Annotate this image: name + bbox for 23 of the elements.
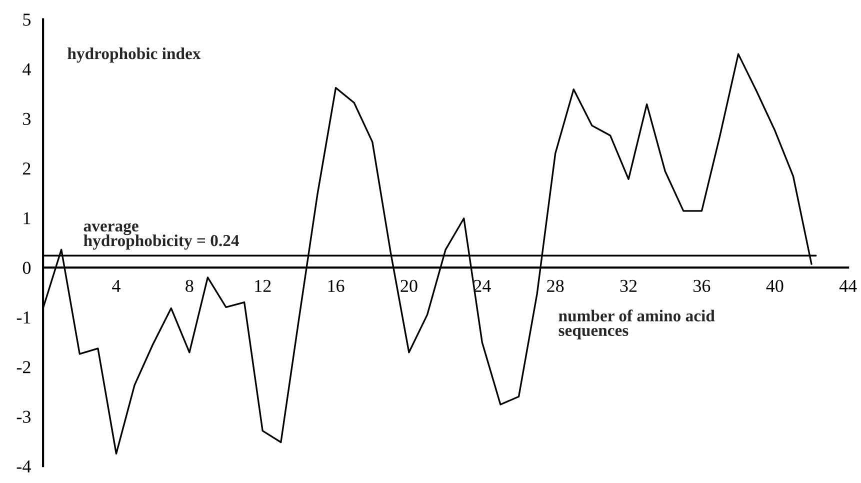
x-tick-label: 4 — [112, 280, 120, 292]
y-tick-label: 3 — [23, 112, 31, 126]
y-tick-label: 1 — [24, 212, 30, 224]
x-axis-title: number of amino acid sequences — [558, 310, 715, 340]
y-tick-label: -4 — [16, 460, 31, 472]
x-tick-label: 8 — [186, 280, 194, 292]
y-tick-label: -2 — [16, 361, 30, 374]
y-tick-label: 2 — [23, 162, 30, 175]
x-tick-label: 20 — [400, 280, 418, 292]
y-tick-label: -1 — [16, 312, 30, 324]
ref-line-label: average hydrophobicity = 0.24 — [84, 222, 239, 250]
x-tick-label: 12 — [255, 280, 271, 292]
y-axis-title: hydrophobic index — [68, 47, 201, 63]
y-tick-label: 0 — [22, 262, 31, 274]
x-tick-label: 36 — [694, 280, 710, 292]
x-tick-label: 44 — [839, 280, 857, 292]
y-tick-label: 5 — [23, 14, 31, 26]
y-tick-label: -3 — [16, 410, 31, 423]
x-tick-label: 28 — [547, 280, 564, 292]
x-tick-label: 40 — [766, 280, 784, 292]
x-tick-label: 16 — [328, 280, 344, 292]
x-tick-label: 32 — [620, 280, 637, 292]
y-tick-label: 4 — [22, 63, 31, 76]
